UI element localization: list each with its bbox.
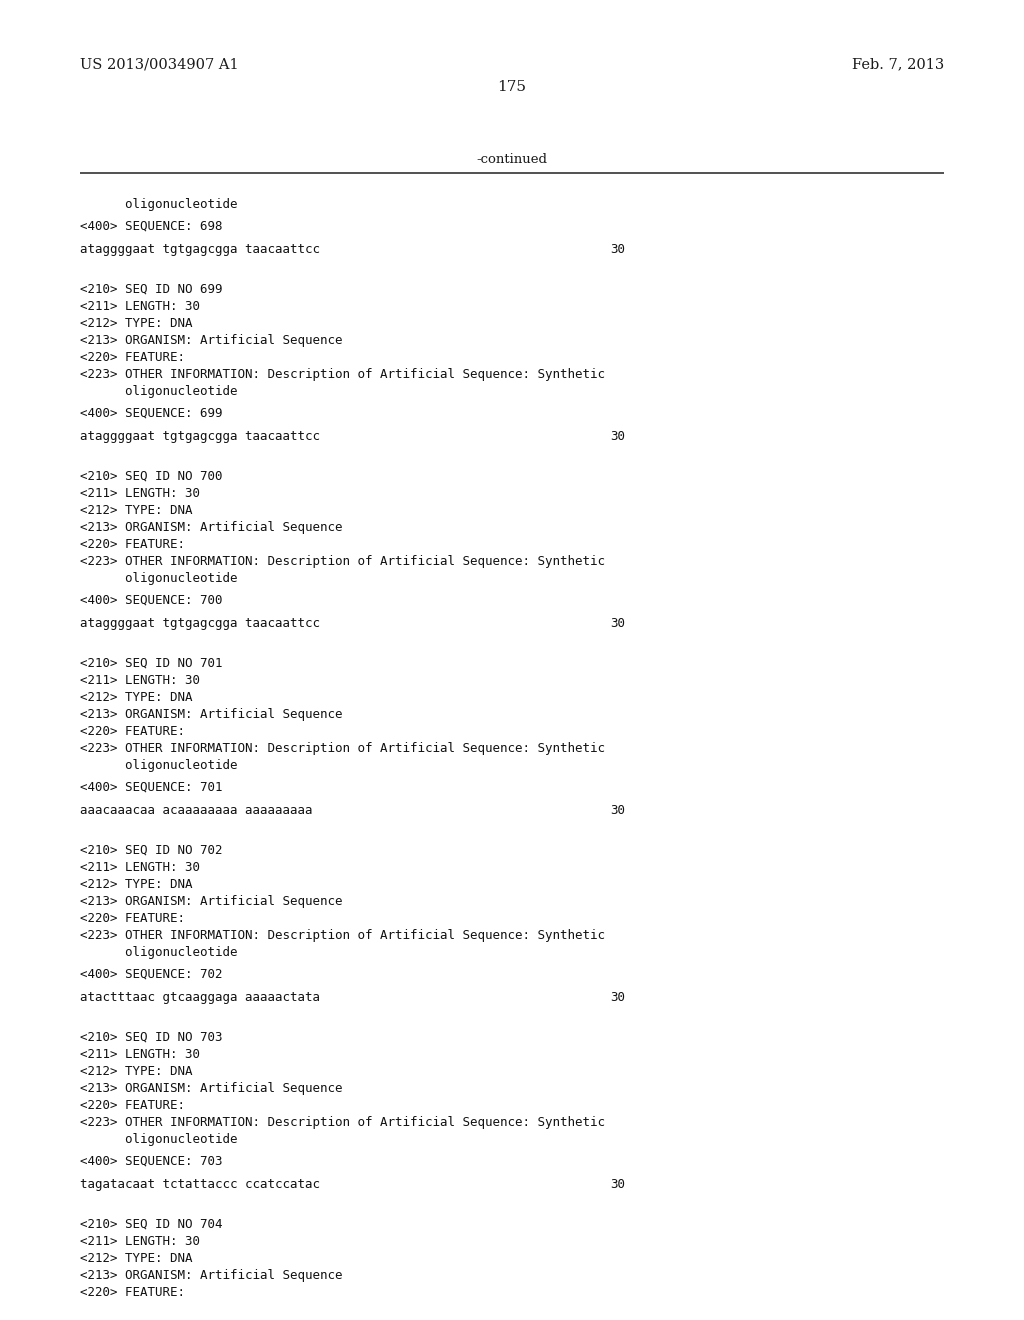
Text: oligonucleotide: oligonucleotide bbox=[80, 385, 238, 399]
Text: <211> LENGTH: 30: <211> LENGTH: 30 bbox=[80, 487, 200, 500]
Text: <400> SEQUENCE: 702: <400> SEQUENCE: 702 bbox=[80, 968, 222, 981]
Text: <220> FEATURE:: <220> FEATURE: bbox=[80, 912, 185, 925]
Text: <220> FEATURE:: <220> FEATURE: bbox=[80, 351, 185, 364]
Text: 30: 30 bbox=[610, 804, 625, 817]
Text: <211> LENGTH: 30: <211> LENGTH: 30 bbox=[80, 300, 200, 313]
Text: <212> TYPE: DNA: <212> TYPE: DNA bbox=[80, 504, 193, 517]
Text: <211> LENGTH: 30: <211> LENGTH: 30 bbox=[80, 1236, 200, 1247]
Text: <400> SEQUENCE: 699: <400> SEQUENCE: 699 bbox=[80, 407, 222, 420]
Text: -continued: -continued bbox=[476, 153, 548, 166]
Text: <223> OTHER INFORMATION: Description of Artificial Sequence: Synthetic: <223> OTHER INFORMATION: Description of … bbox=[80, 554, 605, 568]
Text: <400> SEQUENCE: 701: <400> SEQUENCE: 701 bbox=[80, 781, 222, 795]
Text: aaacaaacaa acaaaaaaaa aaaaaaaaa: aaacaaacaa acaaaaaaaa aaaaaaaaa bbox=[80, 804, 312, 817]
Text: <223> OTHER INFORMATION: Description of Artificial Sequence: Synthetic: <223> OTHER INFORMATION: Description of … bbox=[80, 368, 605, 381]
Text: <210> SEQ ID NO 702: <210> SEQ ID NO 702 bbox=[80, 843, 222, 857]
Text: <210> SEQ ID NO 704: <210> SEQ ID NO 704 bbox=[80, 1218, 222, 1232]
Text: <220> FEATURE:: <220> FEATURE: bbox=[80, 539, 185, 550]
Text: <223> OTHER INFORMATION: Description of Artificial Sequence: Synthetic: <223> OTHER INFORMATION: Description of … bbox=[80, 1115, 605, 1129]
Text: US 2013/0034907 A1: US 2013/0034907 A1 bbox=[80, 57, 239, 71]
Text: 30: 30 bbox=[610, 991, 625, 1005]
Text: <212> TYPE: DNA: <212> TYPE: DNA bbox=[80, 878, 193, 891]
Text: ataggggaat tgtgagcgga taacaattcc: ataggggaat tgtgagcgga taacaattcc bbox=[80, 430, 319, 444]
Text: <210> SEQ ID NO 699: <210> SEQ ID NO 699 bbox=[80, 282, 222, 296]
Text: oligonucleotide: oligonucleotide bbox=[80, 198, 238, 211]
Text: oligonucleotide: oligonucleotide bbox=[80, 759, 238, 772]
Text: <211> LENGTH: 30: <211> LENGTH: 30 bbox=[80, 861, 200, 874]
Text: <213> ORGANISM: Artificial Sequence: <213> ORGANISM: Artificial Sequence bbox=[80, 895, 342, 908]
Text: <220> FEATURE:: <220> FEATURE: bbox=[80, 1286, 185, 1299]
Text: <211> LENGTH: 30: <211> LENGTH: 30 bbox=[80, 675, 200, 686]
Text: atactttaac gtcaaggaga aaaaactata: atactttaac gtcaaggaga aaaaactata bbox=[80, 991, 319, 1005]
Text: tagatacaat tctattaccc ccatccatac: tagatacaat tctattaccc ccatccatac bbox=[80, 1177, 319, 1191]
Text: 175: 175 bbox=[498, 81, 526, 94]
Text: <213> ORGANISM: Artificial Sequence: <213> ORGANISM: Artificial Sequence bbox=[80, 1082, 342, 1096]
Text: <213> ORGANISM: Artificial Sequence: <213> ORGANISM: Artificial Sequence bbox=[80, 334, 342, 347]
Text: 30: 30 bbox=[610, 430, 625, 444]
Text: ataggggaat tgtgagcgga taacaattcc: ataggggaat tgtgagcgga taacaattcc bbox=[80, 243, 319, 256]
Text: <212> TYPE: DNA: <212> TYPE: DNA bbox=[80, 1251, 193, 1265]
Text: <210> SEQ ID NO 700: <210> SEQ ID NO 700 bbox=[80, 470, 222, 483]
Text: <223> OTHER INFORMATION: Description of Artificial Sequence: Synthetic: <223> OTHER INFORMATION: Description of … bbox=[80, 929, 605, 942]
Text: 30: 30 bbox=[610, 616, 625, 630]
Text: <400> SEQUENCE: 700: <400> SEQUENCE: 700 bbox=[80, 594, 222, 607]
Text: <400> SEQUENCE: 703: <400> SEQUENCE: 703 bbox=[80, 1155, 222, 1168]
Text: oligonucleotide: oligonucleotide bbox=[80, 1133, 238, 1146]
Text: <220> FEATURE:: <220> FEATURE: bbox=[80, 725, 185, 738]
Text: <210> SEQ ID NO 703: <210> SEQ ID NO 703 bbox=[80, 1031, 222, 1044]
Text: <211> LENGTH: 30: <211> LENGTH: 30 bbox=[80, 1048, 200, 1061]
Text: ataggggaat tgtgagcgga taacaattcc: ataggggaat tgtgagcgga taacaattcc bbox=[80, 616, 319, 630]
Text: <212> TYPE: DNA: <212> TYPE: DNA bbox=[80, 1065, 193, 1078]
Text: 30: 30 bbox=[610, 243, 625, 256]
Text: <220> FEATURE:: <220> FEATURE: bbox=[80, 1100, 185, 1111]
Text: <213> ORGANISM: Artificial Sequence: <213> ORGANISM: Artificial Sequence bbox=[80, 708, 342, 721]
Text: <212> TYPE: DNA: <212> TYPE: DNA bbox=[80, 317, 193, 330]
Text: 30: 30 bbox=[610, 1177, 625, 1191]
Text: oligonucleotide: oligonucleotide bbox=[80, 946, 238, 960]
Text: <213> ORGANISM: Artificial Sequence: <213> ORGANISM: Artificial Sequence bbox=[80, 521, 342, 535]
Text: <212> TYPE: DNA: <212> TYPE: DNA bbox=[80, 690, 193, 704]
Text: <213> ORGANISM: Artificial Sequence: <213> ORGANISM: Artificial Sequence bbox=[80, 1269, 342, 1282]
Text: <223> OTHER INFORMATION: Description of Artificial Sequence: Synthetic: <223> OTHER INFORMATION: Description of … bbox=[80, 742, 605, 755]
Text: oligonucleotide: oligonucleotide bbox=[80, 572, 238, 585]
Text: <400> SEQUENCE: 698: <400> SEQUENCE: 698 bbox=[80, 220, 222, 234]
Text: Feb. 7, 2013: Feb. 7, 2013 bbox=[852, 57, 944, 71]
Text: <210> SEQ ID NO 701: <210> SEQ ID NO 701 bbox=[80, 657, 222, 671]
